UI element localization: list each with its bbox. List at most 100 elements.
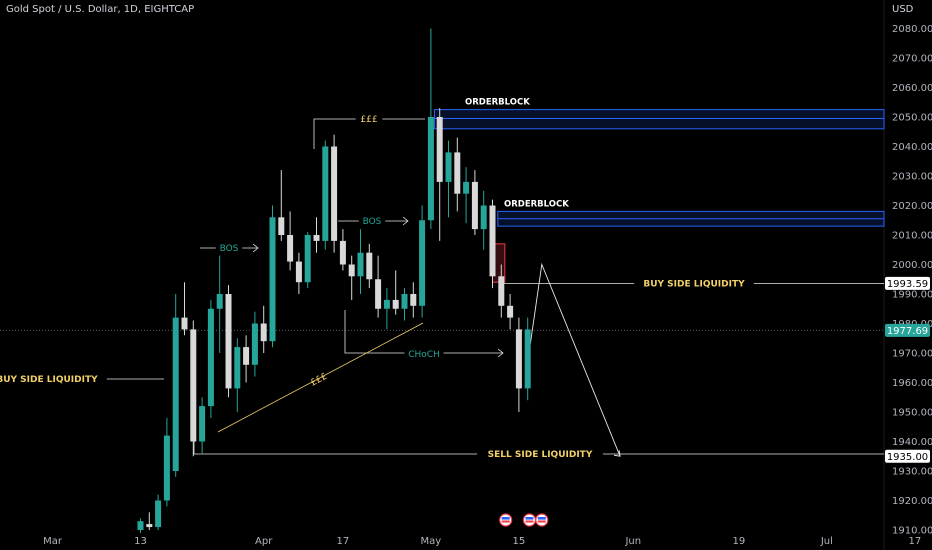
x-tick-label: 13 [134, 536, 147, 547]
candle-body [225, 294, 232, 389]
bos-label-2-bg [358, 216, 386, 227]
event-flag-stripe [501, 517, 510, 520]
bsl-left-label-bg [0, 374, 107, 385]
candle-body [366, 252, 373, 280]
y-tick-label: 2080.00 [892, 24, 932, 35]
candle-body [172, 317, 179, 471]
currency-label: USD [892, 4, 914, 15]
y-tick-label: 2010.00 [892, 231, 932, 242]
candle-body [339, 240, 346, 265]
y-tick-label: 2070.00 [892, 54, 932, 65]
x-tick-label: Mar [43, 536, 63, 547]
ssl-label-bg [477, 449, 603, 460]
event-flag-stripe [525, 517, 534, 520]
y-tick-label: 1920.00 [892, 496, 932, 507]
candle-body [436, 117, 443, 182]
candle-body [137, 521, 144, 530]
candle-body [507, 305, 514, 318]
candle-body [322, 146, 329, 241]
candle-body [383, 299, 390, 309]
candle-body [190, 329, 197, 442]
candle-body [181, 317, 188, 330]
price-tag-box [885, 276, 930, 290]
price-tag-box [885, 323, 930, 337]
y-tick-label: 1970.00 [892, 349, 932, 360]
y-tick-label: 2050.00 [892, 113, 932, 124]
candle-body [410, 294, 417, 306]
candle-body [498, 276, 505, 306]
candle-body [445, 152, 452, 182]
orderblock-label: ORDERBLOCK [465, 98, 530, 108]
projection-arrow-head [614, 450, 621, 457]
price-tag-label: 1993.59 [887, 279, 928, 290]
candle-body [163, 435, 170, 501]
x-tick-label: May [421, 536, 442, 547]
candle-body [419, 220, 426, 306]
economic-event-icon [522, 513, 537, 527]
chart-title: Gold Spot / U.S. Dollar, 1D, EIGHTCAP [6, 4, 195, 15]
bos-label-1: BOS [220, 244, 239, 254]
candle-body [278, 217, 285, 235]
x-tick-label: 19 [733, 536, 746, 547]
candle-body [313, 235, 320, 241]
y-tick-label: 2020.00 [892, 201, 932, 212]
candle-body [287, 235, 294, 262]
y-tick-label: 1940.00 [892, 437, 932, 448]
price-tag-box [885, 449, 930, 463]
bsl-right-label-bg [634, 278, 754, 290]
price-tag-label: 1935.00 [887, 452, 928, 463]
orderblock-zone [433, 109, 885, 130]
candle-body [392, 299, 399, 309]
candle-body [463, 181, 470, 194]
choch-label-bg [404, 349, 444, 360]
y-tick-label: 1990.00 [892, 290, 932, 301]
event-flag-stripe [501, 520, 510, 523]
bos-arrow-head-2 [402, 216, 409, 226]
candle-body [401, 294, 408, 309]
candle-body [524, 329, 531, 389]
candle-body [295, 261, 302, 283]
event-flag-stripe [537, 520, 546, 523]
candle-body [348, 264, 355, 277]
x-tick-label: 17 [337, 536, 350, 547]
ssl-label: SELL SIDE LIQUIDITY [488, 450, 593, 460]
y-tick-label: 1930.00 [892, 467, 932, 478]
candle-body [304, 235, 311, 283]
choch-arrow-head [497, 348, 504, 358]
candle-body [146, 524, 153, 528]
candle-body [234, 347, 241, 389]
economic-event-icon [535, 513, 549, 527]
candle-body [427, 117, 434, 221]
y-tick-label: 2040.00 [892, 142, 932, 153]
y-tick-label: 2000.00 [892, 260, 932, 271]
event-flag-stripe [537, 517, 546, 520]
bsl-left-label: BUY SIDE LIQUIDITY [0, 375, 98, 385]
bos-label-2: BOS [363, 217, 382, 227]
gbp-top-label-bg [355, 114, 383, 125]
candle-body [216, 294, 223, 309]
candle-body [471, 181, 478, 230]
candle-body [155, 500, 162, 528]
candle-body [331, 146, 338, 241]
candle-body [454, 152, 461, 194]
candle-body [199, 406, 206, 442]
candle-body [480, 205, 487, 230]
bsl-right-label: BUY SIDE LIQUIDITY [643, 279, 745, 289]
y-tick-label: 1960.00 [892, 378, 932, 389]
y-tick-label: 2030.00 [892, 172, 932, 183]
x-tick-label: Jul [820, 536, 833, 547]
orderblock-label: ORDERBLOCK [504, 199, 569, 209]
y-tick-label: 1910.00 [892, 526, 932, 537]
projection-path [529, 262, 621, 457]
x-tick-label: Apr [255, 536, 273, 547]
bos-arrow-head-1 [252, 243, 259, 253]
trend-line [217, 322, 424, 433]
candle-body [489, 205, 496, 277]
choch-label: CHoCH [408, 350, 440, 360]
x-tick-label: 17 [909, 536, 922, 547]
event-flag-stripe [525, 520, 534, 523]
bos-label-1-bg [215, 243, 243, 254]
candle-body [357, 252, 364, 277]
candle-body [515, 329, 522, 389]
